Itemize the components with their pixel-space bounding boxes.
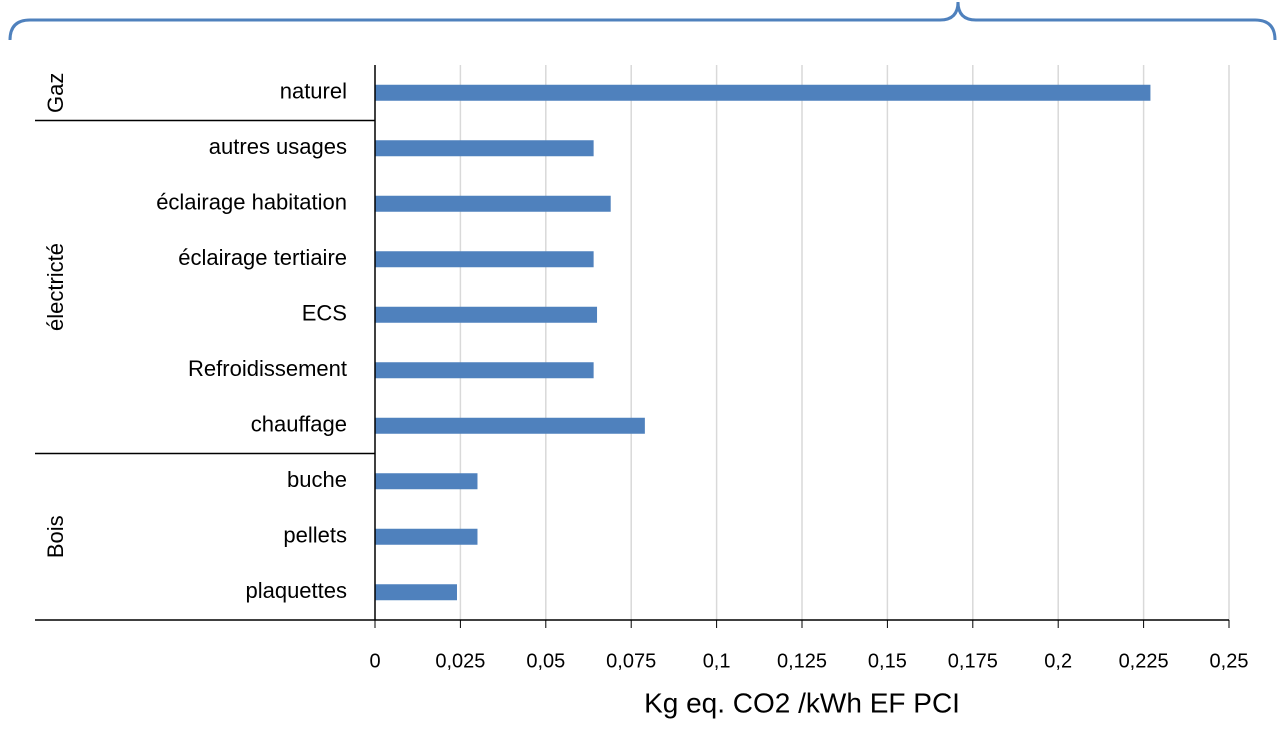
bar — [375, 84, 1151, 101]
group-label: Bois — [43, 515, 68, 558]
category-label: Refroidissement — [188, 356, 347, 381]
category-label: chauffage — [251, 412, 347, 437]
bar — [375, 584, 457, 601]
x-tick-label: 0,25 — [1210, 650, 1249, 672]
category-label: ECS — [302, 301, 347, 326]
x-axis-title: Kg eq. CO2 /kWh EF PCI — [644, 687, 960, 718]
category-label: naturel — [280, 79, 347, 104]
x-tick-label: 0,2 — [1044, 650, 1072, 672]
brace — [8, 1, 1277, 41]
group-label: électricté — [43, 243, 68, 331]
category-label: plaquettes — [245, 578, 347, 603]
x-tick-label: 0,075 — [606, 650, 656, 672]
bar — [375, 417, 645, 434]
category-label: autres usages — [209, 134, 347, 159]
x-tick-label: 0,025 — [435, 650, 485, 672]
x-tick-label: 0,1 — [703, 650, 731, 672]
category-label: pellets — [283, 523, 347, 548]
bar — [375, 251, 594, 268]
category-label: éclairage habitation — [156, 190, 347, 215]
bar — [375, 528, 478, 545]
x-tick-label: 0,175 — [948, 650, 998, 672]
group-label: Gaz — [43, 73, 68, 113]
x-tick-label: 0,15 — [868, 650, 907, 672]
x-tick-label: 0 — [369, 650, 380, 672]
bar — [375, 140, 594, 157]
x-tick-label: 0,125 — [777, 650, 827, 672]
bar — [375, 306, 598, 323]
bar — [375, 195, 611, 212]
category-label: buche — [287, 467, 347, 492]
x-tick-label: 0,05 — [526, 650, 565, 672]
bar — [375, 362, 594, 379]
bar — [375, 473, 478, 490]
x-tick-label: 0,225 — [1119, 650, 1169, 672]
category-label: éclairage tertiaire — [178, 245, 347, 270]
